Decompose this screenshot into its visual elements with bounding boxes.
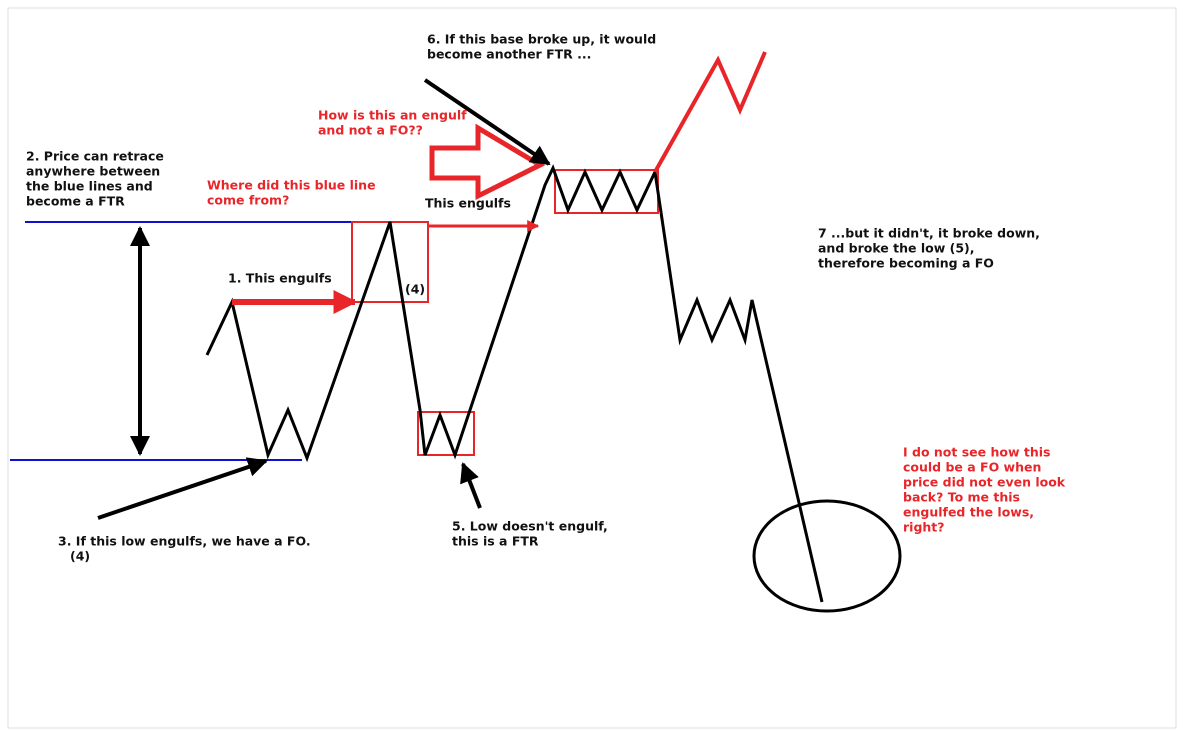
annotation-line: This engulfs: [425, 196, 511, 211]
price-path: [205, 164, 824, 603]
annotation-line: How is this an engulf: [318, 108, 467, 123]
annotation-line: price did not even look: [903, 475, 1066, 490]
annotation-line: and not a FO??: [318, 123, 423, 138]
annotation-line: the blue lines and: [26, 179, 153, 194]
annotation-line: anywhere between: [26, 164, 160, 179]
annotation-line: therefore becoming a FO: [818, 256, 994, 271]
annotation-line: back? To me this: [903, 490, 1020, 505]
annotation-line: become a FTR: [26, 194, 125, 209]
annotation-line: 3. If this low engulfs, we have a FO.: [58, 534, 311, 549]
annotation-line: Where did this blue line: [207, 178, 376, 193]
circle: [752, 499, 902, 613]
annotation-line: (4): [70, 549, 90, 564]
annotation-line: this is a FTR: [452, 534, 539, 549]
annotation-line: 6. If this base broke up, it would: [427, 32, 656, 47]
annotation-line: become another FTR ...: [427, 47, 591, 62]
annotation-line: come from?: [207, 193, 289, 208]
annotation-line: 1. This engulfs: [228, 271, 332, 286]
annotation-line: and broke the low (5),: [818, 241, 975, 256]
annotation-line: (4): [405, 282, 425, 297]
annotation-line: engulfed the lows,: [903, 505, 1034, 520]
annotation-line: could be a FO when: [903, 460, 1041, 475]
annotation-line: I do not see how this: [903, 445, 1050, 460]
black-arrow: [460, 462, 482, 509]
red-box: [417, 411, 475, 456]
red-path: [653, 51, 767, 173]
annotation-line: 2. Price can retrace: [26, 149, 164, 164]
black-arrow: [97, 457, 268, 520]
outline-arrow: [429, 123, 546, 201]
annotation-line: 7 ...but it didn't, it broke down,: [818, 226, 1040, 241]
annotation-line: 5. Low doesn't engulf,: [452, 519, 608, 534]
annotation-line: right?: [903, 520, 945, 535]
black-arrow: [423, 78, 551, 166]
frame: [7, 7, 1177, 729]
